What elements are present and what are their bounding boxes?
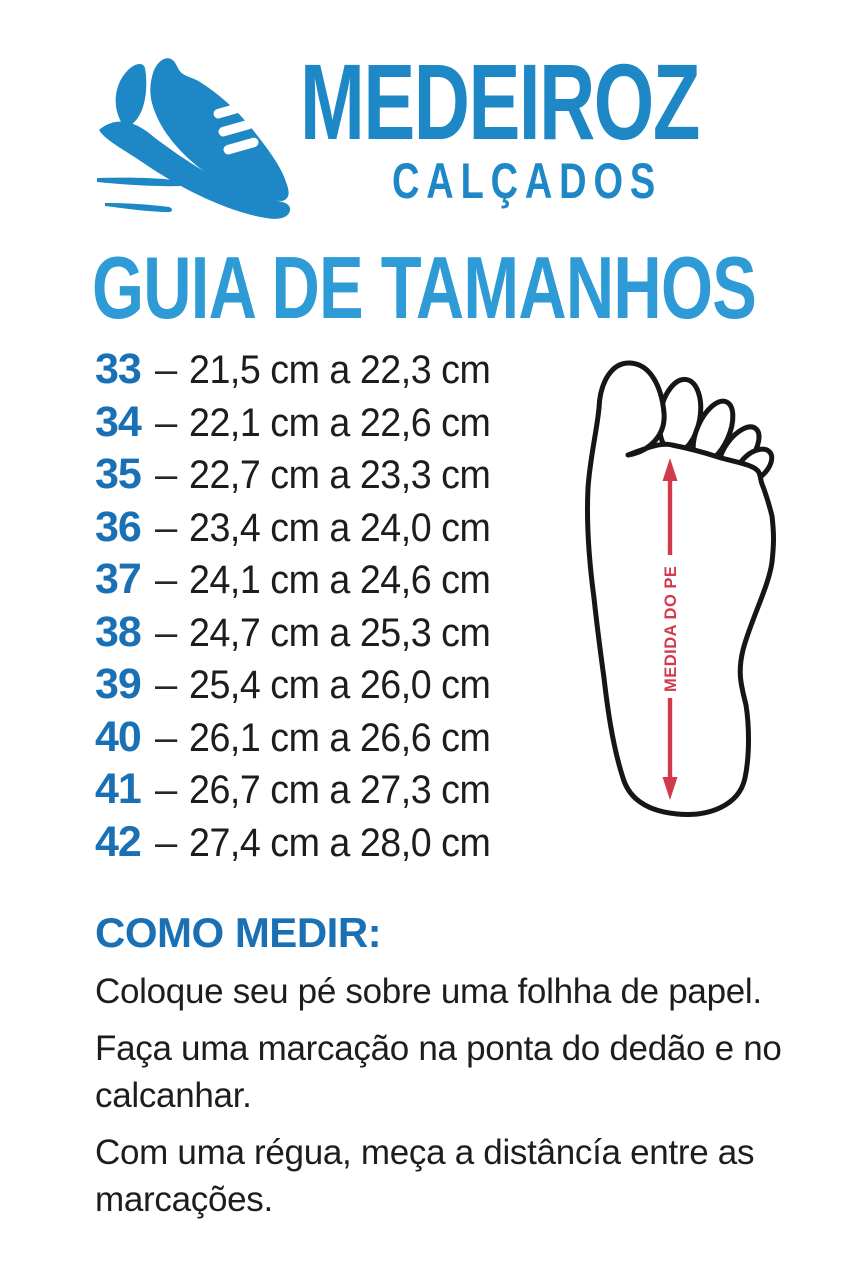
size-row: 40 – 26,1 cm a 26,6 cm	[95, 713, 510, 766]
size-range: 26,7 cm a 27,3 cm	[189, 768, 491, 812]
size-separator: –	[155, 610, 178, 655]
size-row: 42 – 27,4 cm a 28,0 cm	[95, 818, 510, 871]
sneaker-icon	[97, 58, 291, 219]
size-row: 37 – 24,1 cm a 24,6 cm	[95, 555, 510, 608]
size-row: 33 – 21,5 cm a 22,3 cm	[95, 345, 510, 398]
how-to-measure-heading: COMO MEDIR:	[95, 909, 382, 956]
size-row: 35 – 22,7 cm a 23,3 cm	[95, 450, 510, 503]
size-row: 39 – 25,4 cm a 26,0 cm	[95, 660, 510, 713]
foot-diagram: MEDIDA DO PE	[584, 360, 776, 817]
size-separator: –	[155, 453, 178, 497]
arrowhead-up	[662, 458, 678, 481]
size-range: 22,7 cm a 23,3 cm	[189, 453, 491, 497]
sneaker-speed-line-2	[105, 203, 172, 212]
size-range: 22,1 cm a 22,6 cm	[189, 400, 491, 445]
sneaker-lace-stripes	[213, 101, 259, 155]
size-range: 21,5 cm a 22,3 cm	[189, 348, 491, 392]
arrowhead-down	[662, 777, 678, 800]
measure-step: Com uma régua, meça a distâncía entre as…	[95, 1133, 755, 1219]
size-separator: –	[155, 820, 178, 865]
size-separator: –	[155, 663, 178, 707]
how-to-measure-steps: Coloque seu pé sobre uma folhha de papel…	[95, 968, 825, 1233]
page-title: GUIA DE TAMANHOS	[92, 238, 757, 337]
size-number: 39	[95, 660, 142, 708]
measure-step: Coloque seu pé sobre uma folhha de papel…	[95, 972, 762, 1011]
sneaker-sole	[99, 121, 291, 219]
size-separator: –	[155, 400, 178, 445]
size-row: 38 – 24,7 cm a 25,3 cm	[95, 608, 510, 661]
size-number: 38	[95, 607, 142, 656]
size-range: 24,7 cm a 25,3 cm	[189, 610, 491, 655]
measure-arrow: MEDIDA DO PE	[662, 458, 680, 800]
measure-label: MEDIDA DO PE	[662, 566, 680, 692]
size-number: 36	[95, 502, 142, 551]
size-separator: –	[155, 768, 178, 812]
size-number: 37	[95, 555, 142, 603]
size-range: 24,1 cm a 24,6 cm	[189, 558, 491, 602]
size-range: 27,4 cm a 28,0 cm	[189, 820, 491, 865]
size-row: 36 – 23,4 cm a 24,0 cm	[95, 503, 510, 556]
size-range: 25,4 cm a 26,0 cm	[189, 663, 491, 707]
measure-step: Faça uma marcação na ponta do dedão e no…	[95, 1029, 782, 1115]
size-number: 41	[95, 765, 142, 813]
size-list: 33 – 21,5 cm a 22,3 cm 34 – 22,1 cm a 22…	[95, 345, 510, 870]
size-separator: –	[155, 558, 178, 602]
brand-subtitle: CALÇADOS	[392, 153, 663, 209]
foot-outline	[584, 360, 776, 817]
brand-name: MEDEIROZ	[300, 41, 700, 162]
size-number: 42	[95, 817, 142, 866]
size-range: 23,4 cm a 24,0 cm	[189, 505, 491, 550]
size-number: 34	[95, 397, 142, 446]
size-separator: –	[155, 348, 178, 392]
size-number: 40	[95, 712, 142, 761]
sneaker-speed-line-1	[97, 177, 184, 187]
sneaker-leaf	[115, 63, 147, 128]
size-number: 35	[95, 450, 142, 498]
size-separator: –	[155, 505, 178, 550]
size-separator: –	[155, 715, 178, 760]
size-row: 41 – 26,7 cm a 27,3 cm	[95, 765, 510, 818]
size-range: 26,1 cm a 26,6 cm	[189, 715, 491, 760]
size-number: 33	[95, 345, 142, 393]
size-row: 34 – 22,1 cm a 22,6 cm	[95, 398, 510, 451]
